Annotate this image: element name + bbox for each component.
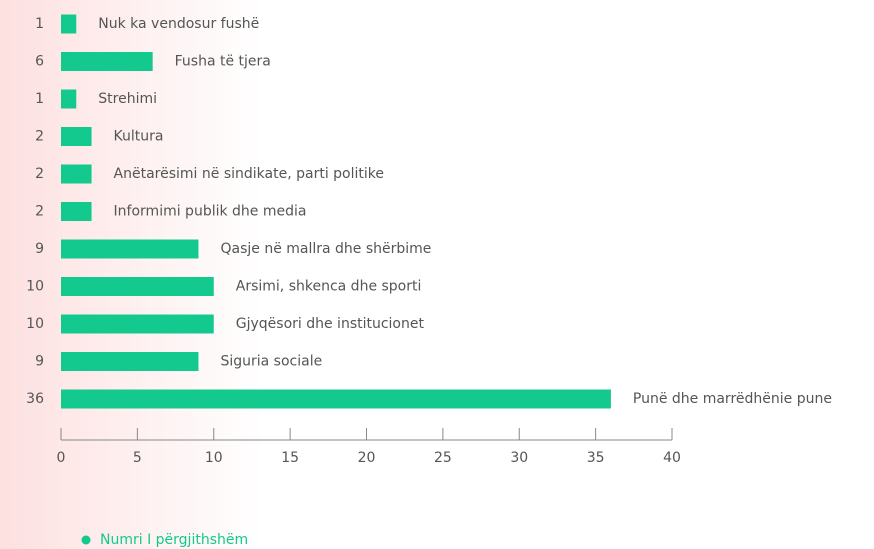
x-tick-label: 5 — [133, 450, 142, 466]
value-label: 9 — [35, 241, 44, 257]
bar — [61, 127, 92, 146]
value-label: 36 — [26, 391, 44, 407]
value-label: 6 — [35, 54, 44, 70]
bar — [61, 14, 77, 34]
bar — [61, 89, 77, 109]
value-label: 1 — [35, 16, 44, 32]
bar — [61, 352, 199, 371]
category-label: Nuk ka vendosur fushë — [98, 16, 259, 32]
x-tick-label: 25 — [434, 450, 452, 466]
category-label: Gjyqësori dhe institucionet — [236, 316, 425, 332]
x-tick-label: 35 — [587, 450, 605, 466]
category-label: Anëtarësimi në sindikate, parti politike — [114, 166, 384, 182]
x-tick-label: 15 — [281, 450, 299, 466]
x-tick-label: 20 — [358, 450, 376, 466]
x-tick-label: 0 — [57, 450, 66, 466]
value-label: 2 — [35, 129, 44, 145]
x-tick-label: 30 — [510, 450, 528, 466]
category-label: Informimi publik dhe media — [114, 204, 307, 220]
category-label: Siguria sociale — [220, 354, 322, 370]
bar — [61, 239, 199, 259]
value-label: 2 — [35, 166, 44, 182]
category-label: Arsimi, shkenca dhe sporti — [236, 279, 422, 295]
value-label: 2 — [35, 204, 44, 220]
category-label: Qasje në mallra dhe shërbime — [220, 241, 431, 257]
value-label: 9 — [35, 354, 44, 370]
legend-label: Numri I përgjithshëm — [100, 532, 248, 548]
value-label: 1 — [35, 91, 44, 107]
bar — [61, 52, 153, 71]
category-label: Punë dhe marrëdhënie pune — [633, 391, 832, 407]
legend-marker — [81, 535, 91, 545]
value-label: 10 — [26, 279, 44, 295]
category-label: Fusha të tjera — [175, 54, 271, 70]
bar — [61, 389, 611, 409]
bar — [61, 164, 92, 184]
category-label: Strehimi — [98, 91, 157, 107]
x-tick-label: 10 — [205, 450, 223, 466]
bar — [61, 314, 214, 334]
bar — [61, 277, 214, 296]
x-tick-label: 40 — [663, 450, 681, 466]
value-label: 10 — [26, 316, 44, 332]
category-label: Kultura — [114, 129, 164, 145]
bar — [61, 202, 92, 221]
